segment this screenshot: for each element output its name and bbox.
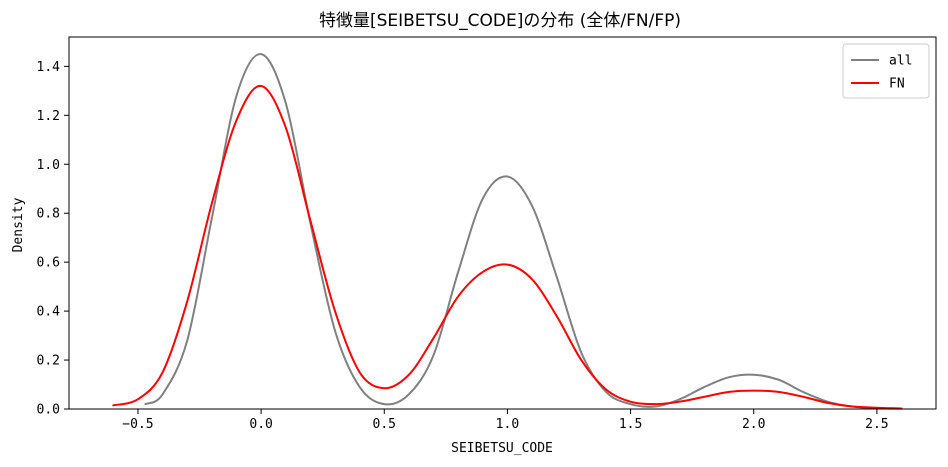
y-tick-label: 0.4 xyxy=(37,305,61,320)
y-tick-label: 0.6 xyxy=(37,256,60,271)
legend-box xyxy=(842,43,930,99)
x-axis-label: SEIBETSU_CODE xyxy=(451,441,553,456)
x-tick-label: 1.5 xyxy=(619,417,642,432)
legend-label-all: all xyxy=(889,54,912,69)
x-tick-label: −0.5 xyxy=(122,417,153,432)
y-axis-label: Density xyxy=(11,197,26,252)
legend: all FN xyxy=(842,43,930,99)
plot-area: −0.5 0.0 0.5 1.0 1.5 2.0 2.5 0.0 0.2 0.4 0.6 0.8 1.0… xyxy=(37,36,937,432)
x-tick-label: 2.5 xyxy=(865,417,888,432)
y-tick-label: 1.4 xyxy=(37,60,61,75)
series-line-fn xyxy=(112,84,903,410)
plot-frame xyxy=(68,36,937,410)
y-tick-label: 1.0 xyxy=(37,158,60,173)
legend-label-fn: FN xyxy=(889,77,905,92)
x-tick-label: 2.0 xyxy=(742,417,765,432)
y-tick-label: 0.0 xyxy=(37,403,60,418)
y-tick-label: 0.8 xyxy=(37,207,60,222)
x-tick-label: 1.0 xyxy=(496,417,519,432)
series-line-all xyxy=(144,53,903,410)
x-tick-label: 0.0 xyxy=(249,417,272,432)
y-tick-label: 0.2 xyxy=(37,354,60,369)
y-tick-label: 1.2 xyxy=(37,109,60,124)
chart-title: 特徴量[SEIBETSU_CODE]の分布 (全体/FN/FP) xyxy=(319,11,681,31)
x-tick-label: 0.5 xyxy=(373,417,396,432)
